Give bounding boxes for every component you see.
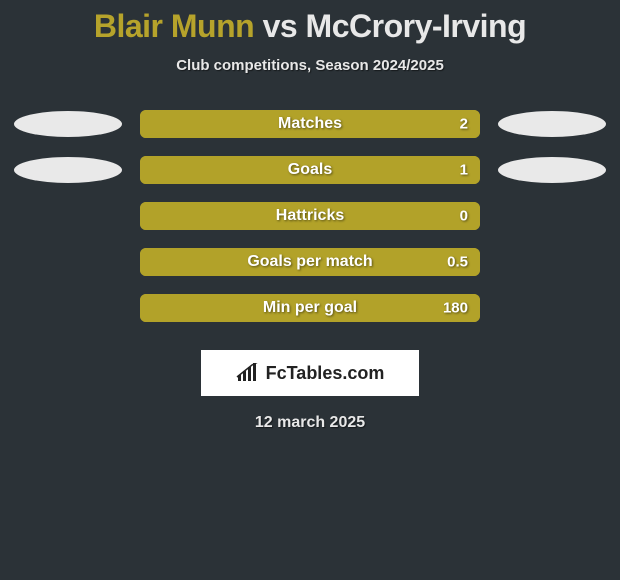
bar-label: Min per goal [263, 299, 357, 317]
bar-value: 1 [460, 162, 468, 179]
bar-value: 2 [460, 116, 468, 133]
stat-bar: Matches 2 [140, 110, 480, 138]
bar-value: 0.5 [447, 254, 468, 271]
footer-date: 12 march 2025 [0, 414, 620, 432]
right-ellipse [498, 157, 606, 183]
stat-bar: Goals per match 0.5 [140, 248, 480, 276]
stat-bar: Min per goal 180 [140, 294, 480, 322]
right-ellipse [498, 249, 606, 275]
logo-text: FcTables.com [266, 363, 385, 384]
bar-label: Matches [278, 115, 342, 133]
barchart-icon [236, 363, 260, 383]
stat-row: Goals per match 0.5 [0, 248, 620, 276]
bar-value: 180 [443, 300, 468, 317]
bar-label: Goals [288, 161, 332, 179]
left-ellipse [14, 111, 122, 137]
stat-row: Matches 2 [0, 110, 620, 138]
stat-row: Goals 1 [0, 156, 620, 184]
stat-rows: Matches 2 Goals 1 Hattricks 0 Goals per match 0… [0, 110, 620, 322]
stat-row: Hattricks 0 [0, 202, 620, 230]
left-ellipse [14, 249, 122, 275]
title-vs: vs [263, 8, 298, 44]
right-ellipse [498, 295, 606, 321]
stat-row: Min per goal 180 [0, 294, 620, 322]
stat-bar: Goals 1 [140, 156, 480, 184]
right-ellipse [498, 111, 606, 137]
bar-label: Hattricks [276, 207, 344, 225]
right-ellipse [498, 203, 606, 229]
stat-bar: Hattricks 0 [140, 202, 480, 230]
bar-value: 0 [460, 208, 468, 225]
left-ellipse [14, 295, 122, 321]
title-player1: Blair Munn [94, 8, 254, 44]
title-player2: McCrory-Irving [306, 8, 527, 44]
left-ellipse [14, 157, 122, 183]
bar-label: Goals per match [247, 253, 372, 271]
logo-box: FcTables.com [201, 350, 419, 396]
page-title: Blair Munn vs McCrory-Irving [0, 0, 620, 45]
left-ellipse [14, 203, 122, 229]
subtitle: Club competitions, Season 2024/2025 [0, 57, 620, 74]
